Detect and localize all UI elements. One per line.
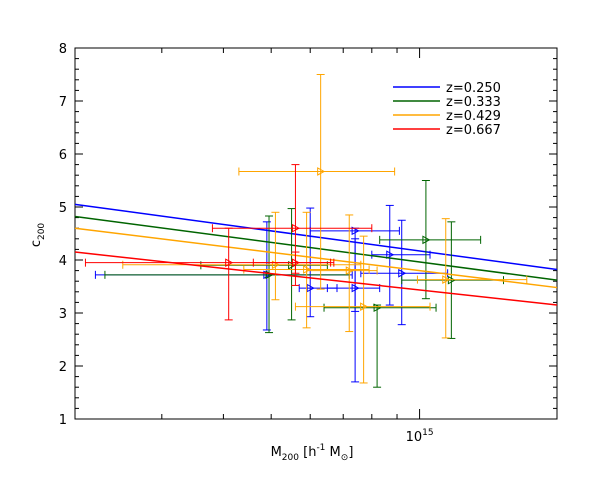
marker-triangle <box>373 303 382 313</box>
y-tick-label: 3 <box>59 307 67 322</box>
data-point <box>104 215 350 334</box>
fit-line <box>74 215 558 281</box>
data-point <box>84 227 332 321</box>
y-tick-label: 2 <box>59 360 67 375</box>
series-z=0.250 <box>74 203 558 383</box>
data-point <box>323 303 437 388</box>
y-axis-title: c200 <box>29 223 47 248</box>
y-tick-label: 1 <box>59 413 67 428</box>
marker-triangle <box>291 258 300 267</box>
fit-line <box>74 251 558 306</box>
fit-line <box>74 203 558 271</box>
data-point <box>252 251 335 274</box>
data-point <box>416 218 528 339</box>
marker-triangle <box>360 302 369 311</box>
marker-triangle <box>317 167 326 176</box>
y-tick-label: 4 <box>59 254 67 269</box>
legend-label: z=0.333 <box>446 95 501 110</box>
marker-triangle <box>442 275 451 284</box>
legend-label: z=0.429 <box>446 109 501 124</box>
x-tick-label: 1015 <box>406 428 434 445</box>
y-tick-label: 8 <box>59 42 67 57</box>
series-z=0.667 <box>74 164 558 321</box>
marker-triangle <box>422 235 431 245</box>
data-point <box>122 211 362 301</box>
y-axis-ticks: 1 2 3 4 5 6 7 8 <box>59 42 557 428</box>
marker-triangle <box>225 258 234 267</box>
legend-label: z=0.250 <box>446 81 501 96</box>
legend-label: z=0.667 <box>446 123 501 138</box>
series-z=0.429 <box>74 74 558 384</box>
data-point <box>94 221 353 331</box>
marker-triangle <box>288 260 297 270</box>
data-point <box>379 180 482 300</box>
y-tick-label: 6 <box>59 148 67 163</box>
data-point <box>238 74 396 290</box>
data-point <box>371 204 431 306</box>
data-point <box>306 214 378 333</box>
marker-triangle <box>351 226 360 236</box>
fit-line <box>74 227 558 289</box>
marker-triangle <box>306 283 315 293</box>
y-tick-label: 5 <box>59 201 67 216</box>
marker-triangle <box>386 250 395 260</box>
series-z=0.333 <box>74 180 558 388</box>
y-tick-label: 7 <box>59 95 67 110</box>
x-axis-title: M200 [h-1 M⊙] <box>271 443 354 463</box>
marker-triangle <box>345 266 354 275</box>
data-point <box>200 208 328 321</box>
marker-triangle <box>398 268 407 278</box>
data-point <box>294 235 431 384</box>
series-layer <box>74 74 558 388</box>
marker-triangle <box>291 223 300 233</box>
x-axis-ticks: 1015 <box>74 48 434 445</box>
plot-frame <box>74 47 558 420</box>
